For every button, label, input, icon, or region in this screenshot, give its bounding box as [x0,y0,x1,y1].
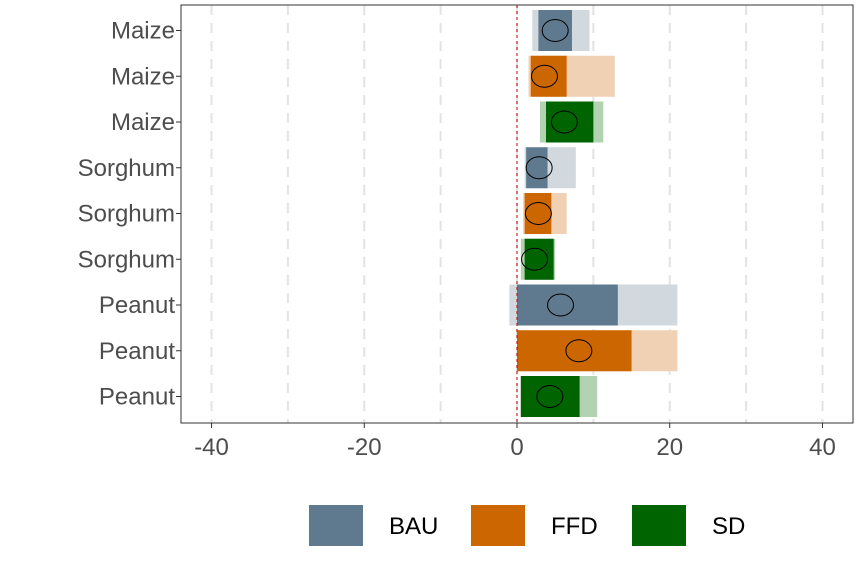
point-marker [550,110,578,134]
point-marker [541,19,569,42]
legend: BAU FFD SD [309,505,745,546]
legend-key [309,505,363,546]
bar [524,238,554,280]
point-marker [524,202,552,225]
point-marker [565,339,593,363]
legend-key [632,505,686,546]
point-marker [530,64,558,88]
legend-label: FFD [551,513,598,540]
bar [546,101,594,143]
y-axis: Maize Maize Maize Sorghum Sorghum Sorghum Pean… [78,18,181,411]
y-tick-label: Sorghum [78,201,175,228]
x-tick-label: 0 [510,434,523,461]
legend-key [471,505,525,546]
point-marker [521,247,549,271]
bar [520,376,580,417]
y-tick-label: Maize [111,63,175,90]
points [521,19,593,408]
y-tick-label: Peanut [99,338,175,365]
bar [517,330,632,372]
y-tick-label: Peanut [99,292,175,319]
y-tick-label: Sorghum [78,155,175,182]
x-tick-label: -20 [347,434,382,461]
x-axis: -40 -20 0 20 40 [194,423,836,461]
y-tick-label: Sorghum [78,246,175,273]
legend-label: BAU [389,513,438,540]
y-tick-label: Peanut [99,384,175,411]
y-tick-label: Maize [111,18,175,45]
x-tick-label: -40 [194,434,229,461]
point-marker [547,293,575,317]
point-marker [536,385,564,408]
legend-label: SD [712,513,745,540]
bar [517,284,618,326]
point-marker [525,156,553,180]
x-tick-label: 40 [809,434,836,461]
bar [538,10,572,51]
bars [517,10,632,417]
bar [526,147,548,189]
y-tick-label: Maize [111,109,175,136]
bar [524,193,552,234]
x-tick-label: 20 [656,434,683,461]
bar [530,55,567,97]
